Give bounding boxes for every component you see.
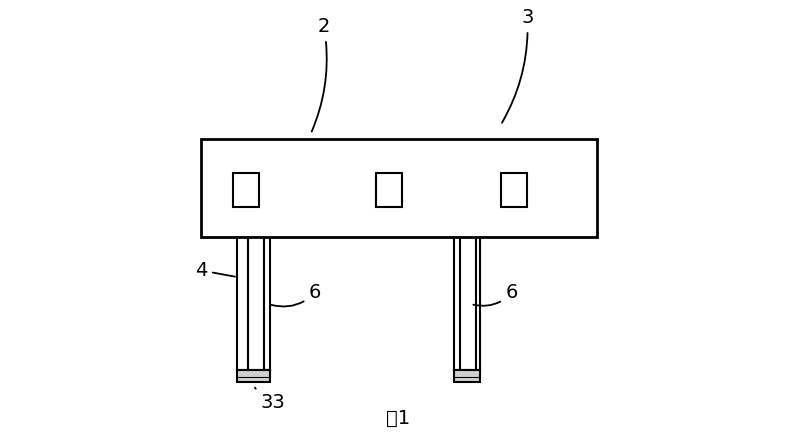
Text: 3: 3 [502, 8, 534, 123]
Text: 图1: 图1 [386, 409, 410, 427]
Bar [376, 173, 402, 207]
Bar [237, 370, 270, 382]
Text: 4: 4 [195, 261, 235, 280]
Text: 2: 2 [312, 17, 330, 131]
Text: 33: 33 [255, 388, 285, 412]
Bar [233, 173, 258, 207]
Bar [454, 370, 481, 382]
Bar [201, 139, 597, 237]
Text: 6: 6 [474, 283, 518, 306]
Text: 6: 6 [270, 283, 322, 307]
Bar [501, 173, 527, 207]
